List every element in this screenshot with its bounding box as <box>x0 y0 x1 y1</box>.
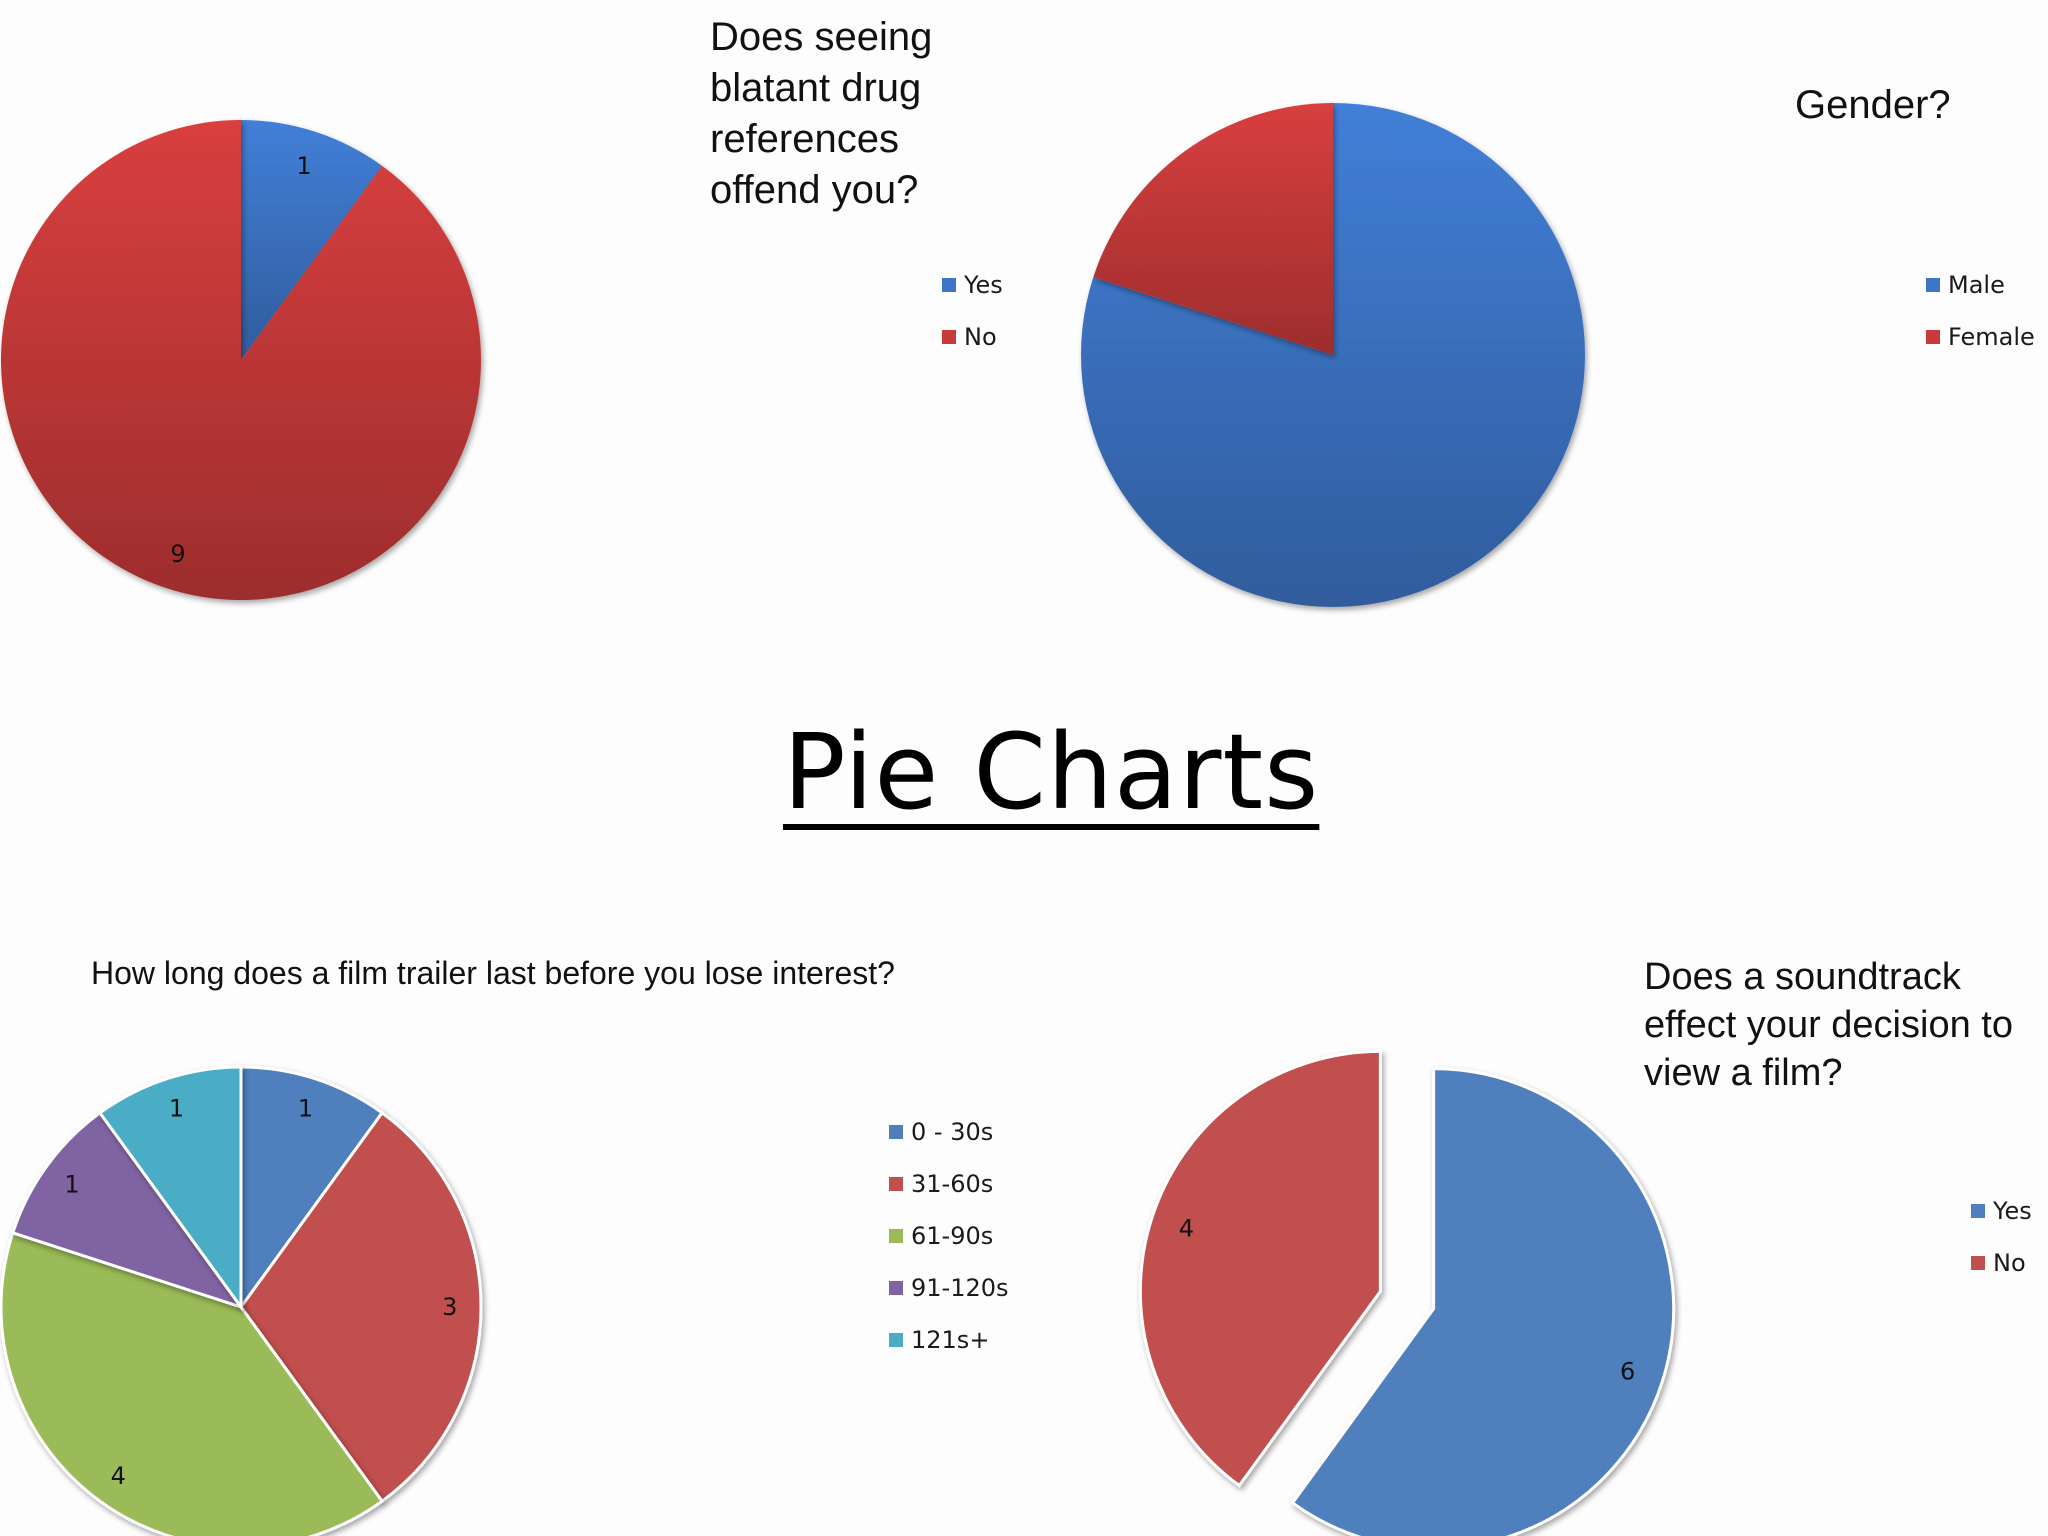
legend-label: 61-90s <box>911 1222 994 1250</box>
legend-item: Male <box>1926 259 2035 311</box>
legend-swatch <box>889 1333 903 1347</box>
pie-slice-yes <box>1290 1067 1676 1536</box>
legend-item: 31-60s <box>889 1158 1009 1210</box>
data-label: 1 <box>298 1094 313 1122</box>
pie-slice-0-30s <box>239 1065 385 1312</box>
legend-item: 61-90s <box>889 1210 1009 1262</box>
legend-soundtrack: Yes No <box>1971 1185 2032 1289</box>
legend-item: 0 - 30s <box>889 1106 1009 1158</box>
legend-label: 91-120s <box>911 1274 1009 1302</box>
data-label: 4 <box>111 1462 126 1490</box>
legend-label: Male <box>1948 271 2005 299</box>
pie-chart-drug-references: 19 <box>0 120 482 600</box>
data-label: 1 <box>169 1094 184 1122</box>
chart-title-drug-references: Does seeing blatant drug references offe… <box>710 15 933 212</box>
pie-slice-female <box>1093 103 1333 355</box>
legend-item: No <box>1971 1237 2032 1289</box>
legend-item: Yes <box>1971 1185 2032 1237</box>
legend-item: 121s+ <box>889 1314 1009 1366</box>
data-label: 6 <box>1620 1358 1635 1386</box>
chart-title-gender: Gender? <box>1795 83 1951 127</box>
legend-swatch <box>1971 1204 1985 1218</box>
data-label: 1 <box>64 1170 79 1198</box>
legend-label: 0 - 30s <box>911 1118 994 1146</box>
chart-title-trailer-length: How long does a film trailer last before… <box>91 955 895 991</box>
legend-swatch <box>889 1125 903 1139</box>
data-label: 1 <box>296 152 311 180</box>
legend-swatch <box>942 278 956 292</box>
pie-slice-yes <box>241 120 383 360</box>
legend-label: Yes <box>1993 1197 2032 1225</box>
legend-label: No <box>1993 1249 2026 1277</box>
legend-item: 91-120s <box>889 1262 1009 1314</box>
legend-gender: Male Female <box>1926 259 2035 363</box>
legend-label: Yes <box>964 271 1003 299</box>
legend-swatch <box>1926 278 1940 292</box>
pie-chart-gender <box>1081 103 1586 607</box>
legend-item: Female <box>1926 311 2035 363</box>
chart-title-soundtrack: Does a soundtrack effect your decision t… <box>1644 956 2013 1094</box>
pie-slice-no <box>0 120 482 600</box>
data-label: 4 <box>1179 1214 1194 1242</box>
data-label: 9 <box>170 540 185 568</box>
pie-slice-91-120s <box>10 1110 245 1310</box>
legend-label: No <box>964 323 997 351</box>
legend-item: Yes <box>942 259 1003 311</box>
pie-slice-no <box>1138 1049 1382 1488</box>
legend-drug-references: Yes No <box>942 259 1003 363</box>
legend-swatch <box>889 1281 903 1295</box>
legend-label: 121s+ <box>911 1326 990 1354</box>
legend-swatch <box>889 1177 903 1191</box>
legend-swatch <box>1971 1256 1985 1270</box>
data-label: 3 <box>442 1293 457 1321</box>
legend-swatch <box>889 1229 903 1243</box>
legend-label: 31-60s <box>911 1170 994 1198</box>
legend-trailer-length: 0 - 30s 31-60s 61-90s 91-120s 121s+ <box>889 1106 1009 1366</box>
pie-slice-61-90s <box>0 1230 385 1536</box>
legend-item: No <box>942 311 1003 363</box>
legend-label: Female <box>1948 323 2035 351</box>
pie-slice-31-60s <box>239 1110 483 1504</box>
page-title: Pie Charts <box>783 711 1320 833</box>
pie-slice-121s- <box>97 1065 243 1312</box>
legend-swatch <box>942 330 956 344</box>
legend-swatch <box>1926 330 1940 344</box>
